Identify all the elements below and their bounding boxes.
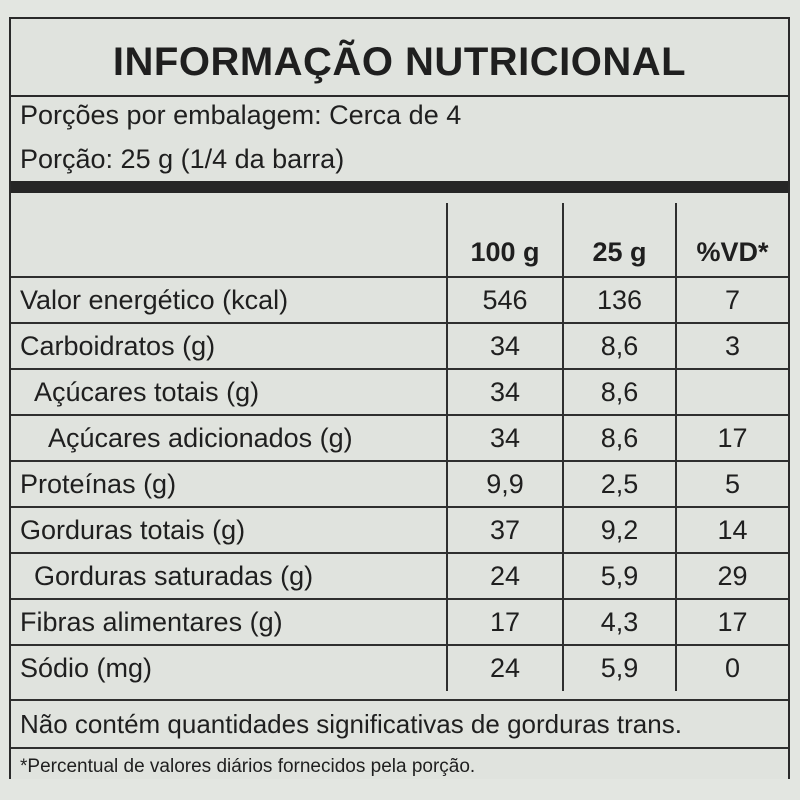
- value-dv: 17: [676, 414, 788, 461]
- nutrient-name: Proteínas (g): [11, 460, 448, 507]
- nutrient-name: Açúcares adicionados (g): [11, 414, 448, 461]
- header-empty: [11, 203, 448, 277]
- nutrition-table: 100 g 25 g %VD* Valor energético (kcal) …: [11, 203, 788, 691]
- value-25g: 4,3: [563, 598, 677, 645]
- value-100g: 9,9: [447, 460, 564, 507]
- value-25g: 9,2: [563, 506, 677, 553]
- servings-per-package: Porções por embalagem: Cerca de 4: [20, 100, 462, 130]
- table-row: Proteínas (g) 9,9 2,5 5: [11, 460, 788, 507]
- value-100g: 34: [447, 322, 564, 369]
- table-row: Fibras alimentares (g) 17 4,3 17: [11, 598, 788, 645]
- table-row: Valor energético (kcal) 546 136 7: [11, 276, 788, 323]
- value-100g: 34: [447, 368, 564, 415]
- table-row: Carboidratos (g) 34 8,6 3: [11, 322, 788, 369]
- title-divider: [11, 95, 788, 97]
- value-dv: 14: [676, 506, 788, 553]
- footnote: *Percentual de valores diários fornecido…: [20, 756, 476, 777]
- thick-divider: [11, 181, 788, 193]
- value-dv: [676, 368, 788, 415]
- value-100g: 37: [447, 506, 564, 553]
- table-row: Açúcares adicionados (g) 34 8,6 17: [11, 414, 788, 461]
- value-dv: 7: [676, 276, 788, 323]
- value-25g: 5,9: [563, 644, 677, 691]
- table-row: Açúcares totais (g) 34 8,6: [11, 368, 788, 415]
- value-dv: 0: [676, 644, 788, 691]
- nutrient-name: Valor energético (kcal): [11, 276, 448, 323]
- nutrient-name: Açúcares totais (g): [11, 368, 448, 415]
- nutrient-name: Carboidratos (g): [11, 322, 448, 369]
- table-row: Gorduras totais (g) 37 9,2 14: [11, 506, 788, 553]
- value-25g: 8,6: [563, 322, 677, 369]
- trans-fat-note: Não contém quantidades significativas de…: [11, 699, 788, 749]
- nutrient-name: Sódio (mg): [11, 644, 448, 691]
- value-25g: 2,5: [563, 460, 677, 507]
- value-100g: 24: [447, 552, 564, 599]
- header-100g: 100 g: [447, 203, 564, 277]
- table-row: Gorduras saturadas (g) 24 5,9 29: [11, 552, 788, 599]
- value-dv: 3: [676, 322, 788, 369]
- value-25g: 8,6: [563, 414, 677, 461]
- table-row: Sódio (mg) 24 5,9 0: [11, 644, 788, 691]
- value-25g: 136: [563, 276, 677, 323]
- header-dv: %VD*: [696, 237, 769, 267]
- nutrient-name: Gorduras saturadas (g): [11, 552, 448, 599]
- value-100g: 17: [447, 598, 564, 645]
- value-dv: 17: [676, 598, 788, 645]
- header-25g: 25 g: [563, 203, 677, 277]
- value-100g: 24: [447, 644, 564, 691]
- serving-size: Porção: 25 g (1/4 da barra): [20, 144, 345, 174]
- value-25g: 5,9: [563, 552, 677, 599]
- table-header-row: 100 g 25 g %VD*: [11, 203, 788, 277]
- value-100g: 34: [447, 414, 564, 461]
- nutrient-name: Gorduras totais (g): [11, 506, 448, 553]
- nutrient-name: Fibras alimentares (g): [11, 598, 448, 645]
- label-title: INFORMAÇÃO NUTRICIONAL: [112, 40, 687, 84]
- value-100g: 546: [447, 276, 564, 323]
- value-dv: 29: [676, 552, 788, 599]
- value-dv: 5: [676, 460, 788, 507]
- nutrition-label: INFORMAÇÃO NUTRICIONAL Porções por embal…: [9, 17, 790, 779]
- value-25g: 8,6: [563, 368, 677, 415]
